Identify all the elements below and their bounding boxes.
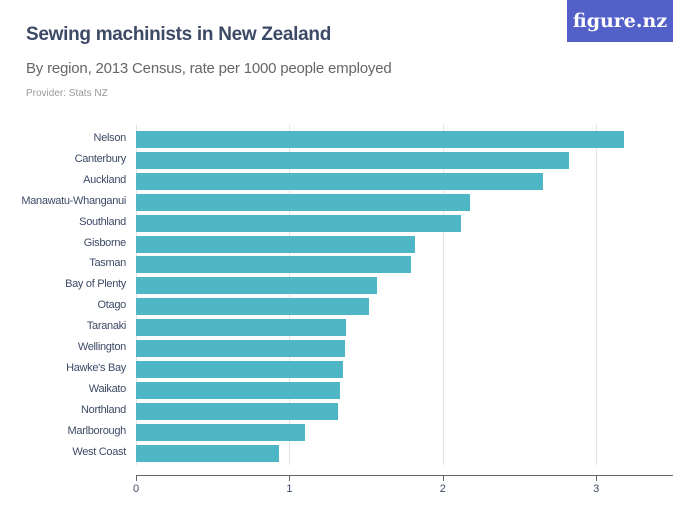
x-tick: [596, 475, 598, 481]
category-label: Tasman: [89, 257, 126, 270]
category-label: Otago: [97, 299, 127, 312]
gridline: [442, 125, 444, 465]
category-label: Taranaki: [86, 320, 126, 333]
category-label: Manawatu-Whanganui: [21, 194, 126, 207]
category-label: Bay of Plenty: [65, 278, 126, 291]
gridline: [289, 125, 291, 465]
x-axis: [136, 475, 673, 476]
bar[interactable]: [136, 131, 624, 148]
bar[interactable]: [136, 340, 345, 357]
bar[interactable]: [136, 256, 411, 274]
category-label: Canterbury: [74, 152, 127, 165]
bar[interactable]: [136, 381, 341, 399]
x-tick-label: 2: [439, 483, 446, 495]
bar[interactable]: [136, 172, 543, 190]
x-tick: [289, 475, 291, 481]
bar[interactable]: [136, 277, 377, 295]
figure-nz-logo[interactable]: figure.nz: [567, 0, 673, 42]
category-label: Wellington: [77, 341, 126, 353]
category-label: Auckland: [83, 173, 126, 186]
bar[interactable]: [136, 235, 416, 253]
chart-subtitle: By region, 2013 Census, rate per 1000 pe…: [26, 60, 392, 77]
category-label: Gisborne: [83, 236, 127, 249]
plot-area: [136, 125, 673, 465]
x-tick-label: 0: [132, 483, 140, 495]
gridline: [136, 125, 137, 465]
bar[interactable]: [136, 151, 569, 169]
bar[interactable]: [136, 444, 279, 462]
bar[interactable]: [136, 298, 370, 316]
category-label: Marlborough: [67, 424, 127, 437]
category-label: Nelson: [93, 132, 127, 144]
category-label: West Coast: [72, 445, 126, 458]
category-label: Northland: [81, 403, 126, 416]
gridline: [596, 125, 598, 465]
bar[interactable]: [136, 360, 344, 378]
category-label: Southland: [79, 215, 126, 228]
category-label: Hawke's Bay: [66, 361, 126, 374]
x-tick: [136, 475, 137, 481]
category-label: Waikato: [88, 382, 127, 395]
provider-text: Provider: Stats NZ: [26, 88, 108, 99]
bar[interactable]: [136, 214, 462, 232]
bar[interactable]: [136, 319, 347, 337]
x-tick: [442, 475, 444, 481]
bar[interactable]: [136, 402, 339, 420]
x-tick-label: 1: [286, 483, 293, 495]
bar[interactable]: [136, 423, 305, 441]
bar[interactable]: [136, 193, 471, 211]
x-tick-label: 3: [593, 483, 600, 495]
chart-title: Sewing machinists in New Zealand: [26, 24, 332, 45]
